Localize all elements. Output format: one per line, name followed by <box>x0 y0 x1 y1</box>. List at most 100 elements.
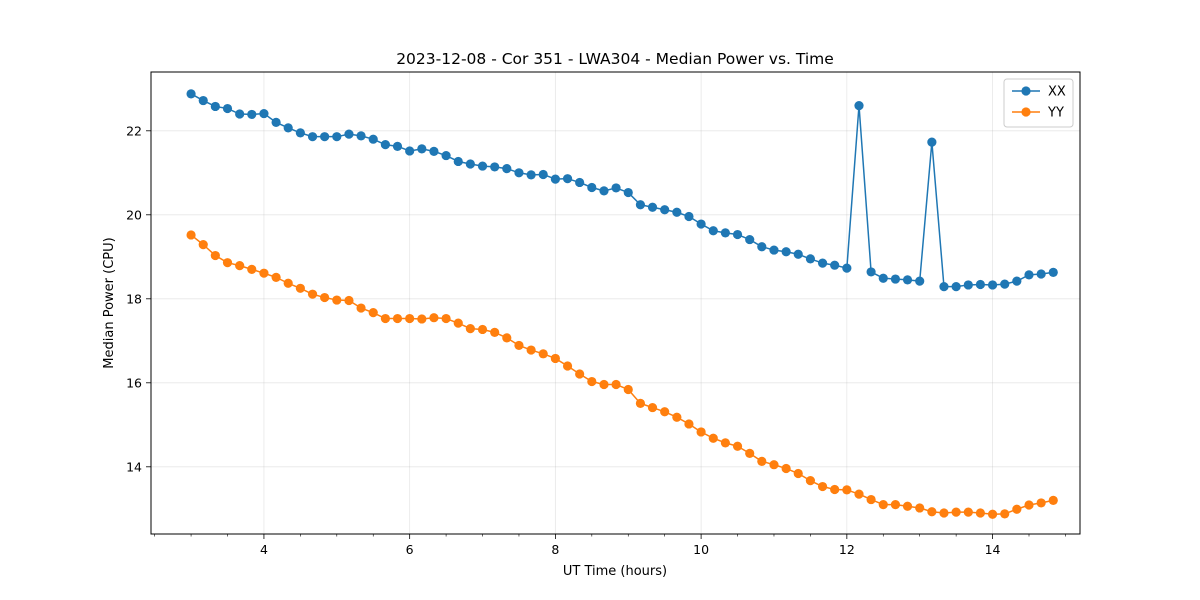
series-xx-point <box>405 146 415 156</box>
y-tick-label: 18 <box>126 291 142 306</box>
series-yy-point <box>332 295 342 305</box>
series-yy-point <box>344 295 354 306</box>
legend-label: XX <box>1048 85 1066 100</box>
chart-title: 2023-12-08 - Cor 351 - LWA304 - Median P… <box>396 50 834 68</box>
series-yy-point <box>720 438 730 448</box>
series-yy-point <box>429 313 439 323</box>
series-layer <box>186 89 1058 519</box>
series-yy-point <box>405 313 415 324</box>
series-xx-point <box>368 134 378 144</box>
series-yy-point <box>441 313 451 324</box>
series-yy-point <box>672 412 682 422</box>
series-yy-point <box>490 327 500 337</box>
y-tick-label: 20 <box>126 207 142 222</box>
series-yy <box>186 230 1058 519</box>
series-xx-point <box>769 245 779 255</box>
series-xx-point <box>538 169 548 180</box>
series-yy-point <box>696 427 706 437</box>
series-xx-point <box>975 279 986 290</box>
series-yy-point <box>757 456 767 466</box>
series-xx-point <box>708 226 718 236</box>
series-yy-point <box>963 507 973 517</box>
x-tick-label: 12 <box>839 542 855 557</box>
x-tick-label: 4 <box>260 542 268 557</box>
series-xx-point <box>465 159 475 169</box>
series-yy-point <box>392 313 403 324</box>
series-yy-point <box>1036 498 1046 508</box>
series-xx-point <box>429 146 439 156</box>
series-xx-point <box>210 101 220 112</box>
series-yy-point <box>623 384 633 395</box>
series-yy-point <box>210 250 220 261</box>
series-xx-point <box>271 117 281 127</box>
series-xx-point <box>356 131 366 141</box>
y-axis: 14 16 18 20 22 <box>126 123 151 474</box>
series-xx-point <box>380 140 390 150</box>
series-yy-point <box>368 308 378 318</box>
y-tick-label: 14 <box>126 459 142 474</box>
series-yy-point <box>842 485 852 495</box>
series-xx-point <box>599 186 609 196</box>
series-yy-point <box>307 289 318 299</box>
series-xx-point <box>562 174 573 184</box>
series-yy-point <box>271 272 281 282</box>
legend: XX YY <box>1003 78 1074 128</box>
series-yy-point <box>660 407 670 417</box>
series-yy-point <box>890 500 901 510</box>
series-xx-point <box>987 280 998 290</box>
series-xx-point <box>866 267 876 277</box>
x-tick-label: 8 <box>551 542 559 557</box>
series-xx-point <box>587 182 597 193</box>
x-tick-label: 10 <box>693 542 709 557</box>
series-yy-point <box>538 349 548 359</box>
series-xx-point <box>684 211 694 222</box>
series-yy-point <box>939 508 949 518</box>
series-yy-point <box>781 463 791 474</box>
x-axis-label: UT Time (hours) <box>563 564 667 579</box>
series-yy-point <box>235 261 245 271</box>
series-xx-point <box>817 258 828 268</box>
series-xx-point <box>805 254 816 264</box>
series-xx-point <box>502 164 512 174</box>
series-xx-point <box>235 109 245 119</box>
series-xx-point <box>550 174 560 184</box>
x-tick-label: 6 <box>406 542 414 557</box>
legend-item-yy: YY <box>1012 106 1064 121</box>
series-xx <box>186 89 1058 292</box>
series-xx-point <box>1036 269 1046 279</box>
series-xx-point <box>417 144 427 154</box>
y-axis-label: Median Power (CPU) <box>102 237 117 368</box>
series-yy-point <box>635 398 646 408</box>
series-yy-point <box>320 292 330 303</box>
series-yy-point <box>915 503 925 513</box>
series-xx-point <box>672 207 682 217</box>
series-yy-point <box>745 448 755 458</box>
series-xx-point <box>902 275 913 285</box>
series-yy-point <box>1048 495 1058 505</box>
series-xx-point <box>283 123 293 133</box>
series-yy-point <box>514 340 524 351</box>
series-xx-point <box>611 183 621 193</box>
series-yy-point <box>417 314 427 324</box>
x-tick-label: 14 <box>985 542 1001 557</box>
series-xx-point <box>890 274 901 284</box>
series-xx-point <box>878 273 888 283</box>
series-xx-point <box>757 242 767 252</box>
series-xx-point <box>1048 267 1058 277</box>
series-xx-point <box>186 89 196 99</box>
series-yy-point <box>247 264 257 274</box>
series-yy-point <box>465 324 475 334</box>
series-yy-point <box>1024 500 1034 510</box>
series-yy-point <box>854 489 864 499</box>
series-xx-point <box>1024 270 1034 280</box>
series-yy-point <box>356 303 366 313</box>
series-xx-point <box>793 249 803 259</box>
series-yy-point <box>878 500 888 510</box>
legend-label: YY <box>1047 106 1064 121</box>
series-xx-point <box>259 108 269 119</box>
series-yy-point <box>987 509 998 519</box>
series-xx-point <box>477 161 488 171</box>
series-xx-point <box>745 234 755 245</box>
series-yy-point <box>526 345 536 355</box>
series-yy-point <box>708 433 718 443</box>
